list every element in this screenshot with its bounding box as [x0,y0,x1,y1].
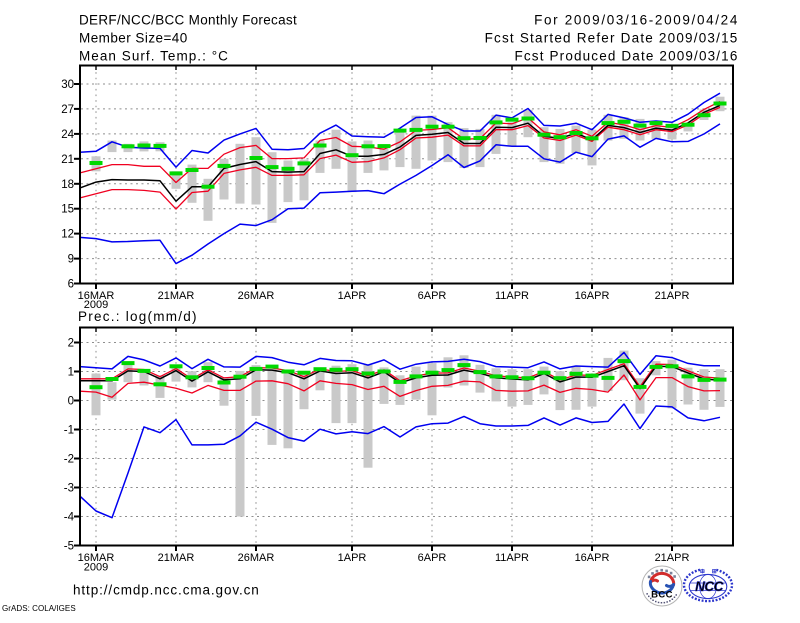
svg-text:21APR: 21APR [655,290,690,302]
svg-text:-5: -5 [64,541,74,553]
svg-text:1APR: 1APR [338,552,367,564]
svg-text:12: 12 [61,229,74,241]
svg-text:2: 2 [68,338,74,350]
svg-text:11APR: 11APR [495,552,529,564]
svg-text:21MAR: 21MAR [158,552,195,564]
svg-text:16APR: 16APR [575,552,610,564]
svg-text:-4: -4 [64,512,75,524]
svg-text:1: 1 [68,367,74,379]
svg-text:0: 0 [68,396,74,408]
svg-text:16MAR: 16MAR [78,552,115,564]
svg-text:15: 15 [61,204,74,216]
svg-text:2009: 2009 [84,562,108,574]
svg-text:26MAR: 26MAR [238,290,275,302]
svg-text:18: 18 [61,179,74,191]
svg-text:For 2009/03/16-2009/04/24: For 2009/03/16-2009/04/24 [534,13,739,28]
svg-text:-1: -1 [64,425,74,437]
svg-text:26MAR: 26MAR [238,552,275,564]
svg-text:DERF/NCC/BCC Monthly Forecast: DERF/NCC/BCC Monthly Forecast [79,13,297,28]
svg-text:http://cmdp.ncc.cma.gov.cn: http://cmdp.ncc.cma.gov.cn [73,583,260,598]
svg-text:2009: 2009 [84,299,108,311]
svg-text:9: 9 [68,254,74,266]
svg-text:Member Size=40: Member Size=40 [79,31,188,46]
svg-text:6APR: 6APR [418,552,447,564]
svg-text:30: 30 [61,79,74,91]
svg-text:Prec.: log(mm/d): Prec.: log(mm/d) [78,309,198,324]
svg-text:BCC: BCC [651,590,673,601]
svg-text:24: 24 [61,129,74,141]
svg-text:NCC: NCC [695,579,723,594]
svg-text:Fcst Started Refer Date 2009/0: Fcst Started Refer Date 2009/03/15 [485,31,739,46]
svg-text:27: 27 [61,104,74,116]
svg-text:6APR: 6APR [418,290,447,302]
svg-text:21MAR: 21MAR [158,290,195,302]
svg-text:-2: -2 [64,454,74,466]
svg-text:21APR: 21APR [655,552,690,564]
svg-text:16APR: 16APR [575,290,610,302]
svg-text:GrADS: COLA/IGES: GrADS: COLA/IGES [2,604,76,613]
svg-text:16MAR: 16MAR [78,290,115,302]
svg-text:1APR: 1APR [338,290,367,302]
svg-text:21: 21 [61,154,74,166]
svg-text:6: 6 [68,279,74,291]
svg-text:11APR: 11APR [495,290,529,302]
svg-text:Fcst Produced Date 2009/03/16: Fcst Produced Date 2009/03/16 [515,49,739,64]
svg-text:-3: -3 [64,483,74,495]
svg-text:Mean Surf. Temp.: °C: Mean Surf. Temp.: °C [79,49,229,64]
